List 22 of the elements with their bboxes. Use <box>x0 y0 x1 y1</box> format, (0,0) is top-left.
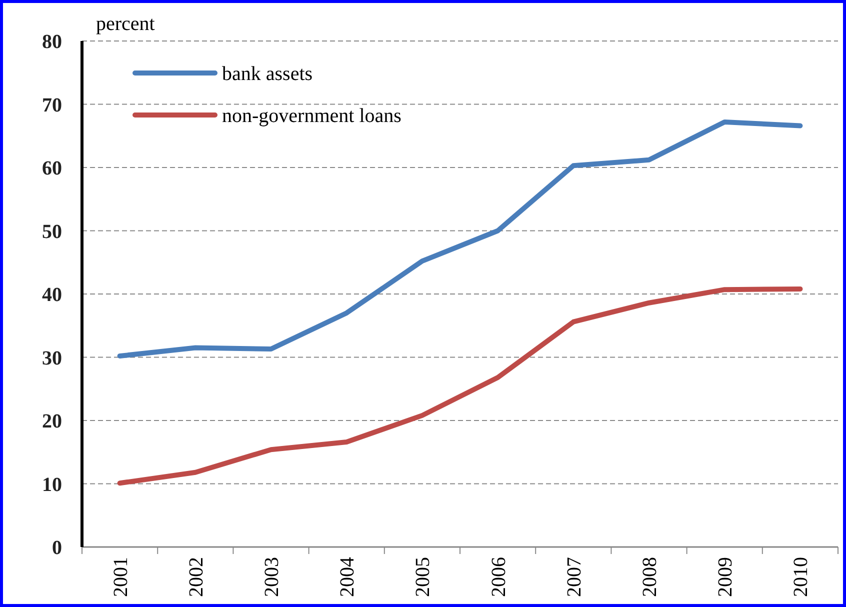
x-tick-label: 2003 <box>261 557 283 597</box>
legend-label: bank assets <box>222 63 313 85</box>
y-tick-label: 40 <box>42 284 62 306</box>
x-tick-label: 2001 <box>110 557 132 597</box>
legend-label: non-government loans <box>222 105 402 127</box>
y-tick-label: 0 <box>52 537 62 559</box>
x-tick-label: 2007 <box>563 557 586 597</box>
x-tick-label: 2006 <box>488 557 510 597</box>
y-tick-label: 20 <box>42 410 62 432</box>
y-axis-title: percent <box>96 13 156 35</box>
y-tick-label: 10 <box>42 474 62 496</box>
y-tick-label: 60 <box>42 158 62 180</box>
y-tick-label: 50 <box>42 220 62 243</box>
x-tick-label: 2005 <box>412 557 434 597</box>
x-tick-label: 2004 <box>336 557 359 597</box>
y-tick-label: 30 <box>42 347 62 370</box>
x-tick-label: 2002 <box>185 557 208 597</box>
x-tick-label: 2010 <box>790 557 812 597</box>
x-tick-label: 2009 <box>714 557 737 597</box>
y-tick-label: 70 <box>42 94 62 116</box>
y-tick-label: 80 <box>42 31 62 53</box>
x-tick-label: 2008 <box>639 557 661 597</box>
